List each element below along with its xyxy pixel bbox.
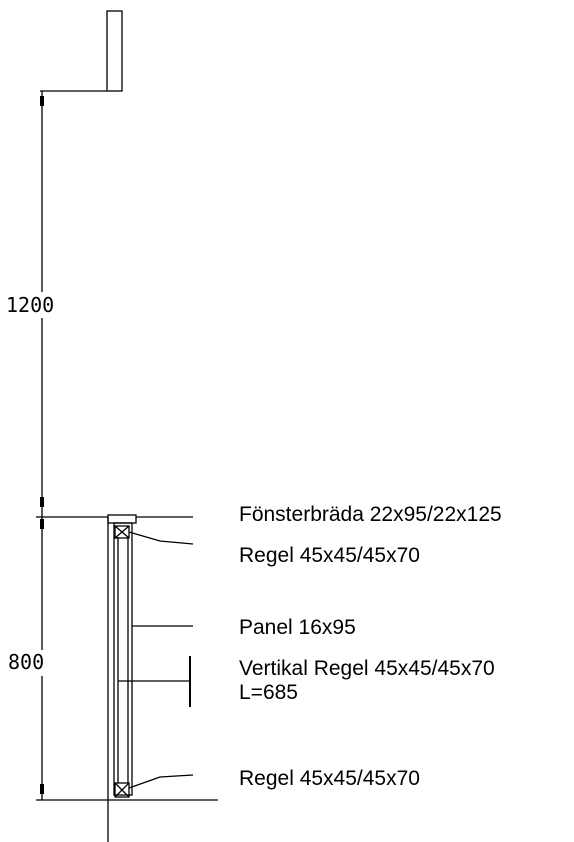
dimension-upper-label: 1200	[6, 293, 54, 317]
label-vertical-rail-length: L=685	[239, 681, 298, 704]
dimension-tick-mid-lower	[40, 519, 44, 529]
leader-rail-bottom	[128, 774, 194, 789]
rail-bottom-box	[114, 782, 130, 798]
label-rail-bottom: Regel 45x45/45x70	[239, 767, 420, 790]
label-window-sill: Fönsterbräda 22x95/22x125	[239, 503, 502, 526]
panel-board	[113, 522, 133, 796]
label-rail-top: Regel 45x45/45x70	[239, 544, 420, 567]
window-frame	[106, 10, 123, 92]
dimension-tick-mid-upper	[40, 497, 44, 507]
dimension-lower-label: 800	[8, 650, 44, 674]
leader-rail-top	[128, 531, 194, 545]
label-panel: Panel 16x95	[239, 616, 356, 639]
dimension-tick-bottom	[40, 784, 44, 794]
dimension-tick-top	[40, 96, 44, 106]
window-sill-board	[107, 514, 137, 524]
label-vertical-rail: Vertikal Regel 45x45/45x70	[239, 657, 495, 680]
